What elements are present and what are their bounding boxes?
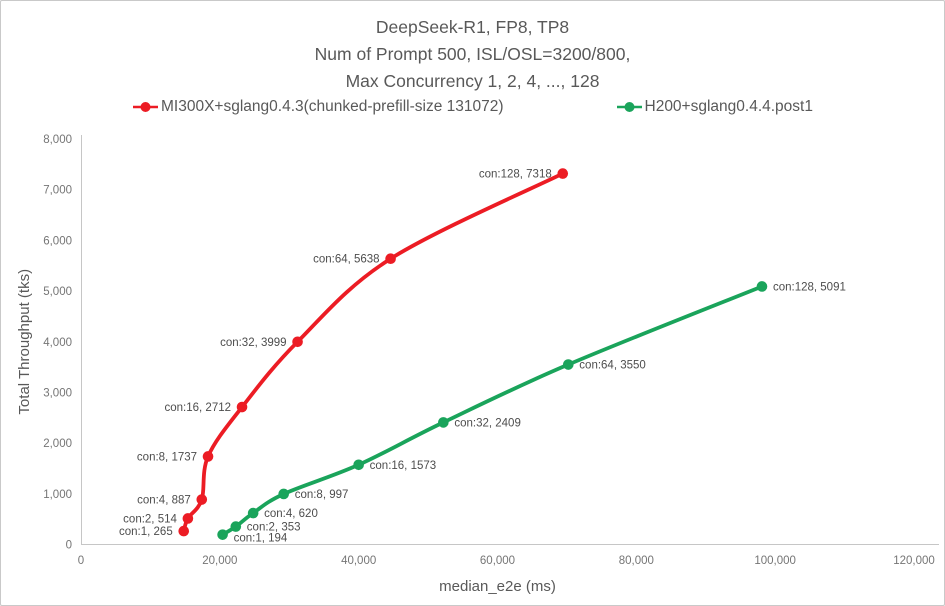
data-point <box>196 494 208 505</box>
legend-label-h200: H200+sglang0.4.4.post1 <box>644 98 813 115</box>
data-point <box>217 529 228 540</box>
data-point-label: con:16, 1573 <box>370 460 437 472</box>
chart-title-line-2: Num of Prompt 500, ISL/OSL=3200/800, <box>314 44 631 64</box>
data-point <box>385 253 396 265</box>
legend-item-h200: H200+sglang0.4.4.post1 <box>616 98 813 116</box>
y-tick-label: 3,000 <box>43 387 72 399</box>
x-axis-title: median_e2e (ms) <box>439 578 556 595</box>
x-tick-label: 0 <box>78 555 84 567</box>
y-tick-label: 8,000 <box>43 134 72 146</box>
data-point <box>563 359 574 370</box>
data-point-label: con:128, 7318 <box>479 169 552 181</box>
y-tick-label: 1,000 <box>43 489 72 501</box>
y-tick-label: 7,000 <box>43 185 72 197</box>
data-point-label: con:32, 3999 <box>220 337 287 349</box>
data-point-label: con:1, 194 <box>234 533 288 545</box>
data-point-label: con:4, 887 <box>137 495 191 507</box>
data-point <box>557 168 569 179</box>
data-point <box>756 281 768 292</box>
data-point <box>230 521 242 532</box>
y-tick-label: 6,000 <box>43 235 72 247</box>
series-line-0 <box>181 171 565 533</box>
data-point-label: con:4, 620 <box>264 508 318 520</box>
data-point <box>178 525 190 537</box>
chart-title-line-1: DeepSeek-R1, FP8, TP8 <box>375 17 570 37</box>
chart-title-line-3: Max Concurrency 1, 2, 4, ..., 128 <box>345 71 600 91</box>
x-tick-label: 40,000 <box>341 555 376 567</box>
data-point <box>278 488 289 500</box>
y-tick-label: 5,000 <box>43 286 72 298</box>
data-point <box>292 336 303 348</box>
legend-marker-red-icon <box>133 102 158 112</box>
data-point-label: con:128, 5091 <box>773 281 846 293</box>
x-tick-label: 100,000 <box>754 555 796 567</box>
chart-title: DeepSeek-R1, FP8, TP8 Num of Prompt 500,… <box>1 14 944 95</box>
data-point-label: con:2, 353 <box>247 522 301 534</box>
data-point <box>182 513 194 524</box>
data-point-label: con:32, 2409 <box>454 417 521 429</box>
data-point-label: con:64, 3550 <box>579 360 646 372</box>
x-tick-label: 120,000 <box>893 555 935 567</box>
data-point-label: con:2, 514 <box>123 513 177 525</box>
data-point <box>202 451 214 462</box>
data-point-label: con:8, 997 <box>295 489 349 501</box>
data-point <box>353 459 364 471</box>
data-point-label: con:64, 5638 <box>313 254 380 266</box>
legend-item-mi300x: MI300X+sglang0.4.3(chunked-prefill-size … <box>132 98 504 116</box>
x-tick-label: 80,000 <box>619 555 654 567</box>
y-tick-label: 4,000 <box>43 337 72 349</box>
y-axis-title: Total Throughput (tks) <box>16 269 33 415</box>
data-point <box>438 417 449 428</box>
x-tick-label: 60,000 <box>480 555 515 567</box>
data-point <box>247 507 259 519</box>
y-tick-label: 0 <box>66 540 72 552</box>
x-tick-label: 20,000 <box>202 555 237 567</box>
y-tick-label: 2,000 <box>43 438 72 450</box>
legend-label-mi300x: MI300X+sglang0.4.3(chunked-prefill-size … <box>161 98 504 115</box>
legend: MI300X+sglang0.4.3(chunked-prefill-size … <box>1 98 944 116</box>
data-point-label: con:8, 1737 <box>137 451 197 463</box>
legend-marker-green-icon <box>616 102 642 112</box>
data-point-label: con:1, 265 <box>119 526 173 538</box>
data-point-label: con:16, 2712 <box>165 402 232 414</box>
data-point <box>236 401 248 413</box>
